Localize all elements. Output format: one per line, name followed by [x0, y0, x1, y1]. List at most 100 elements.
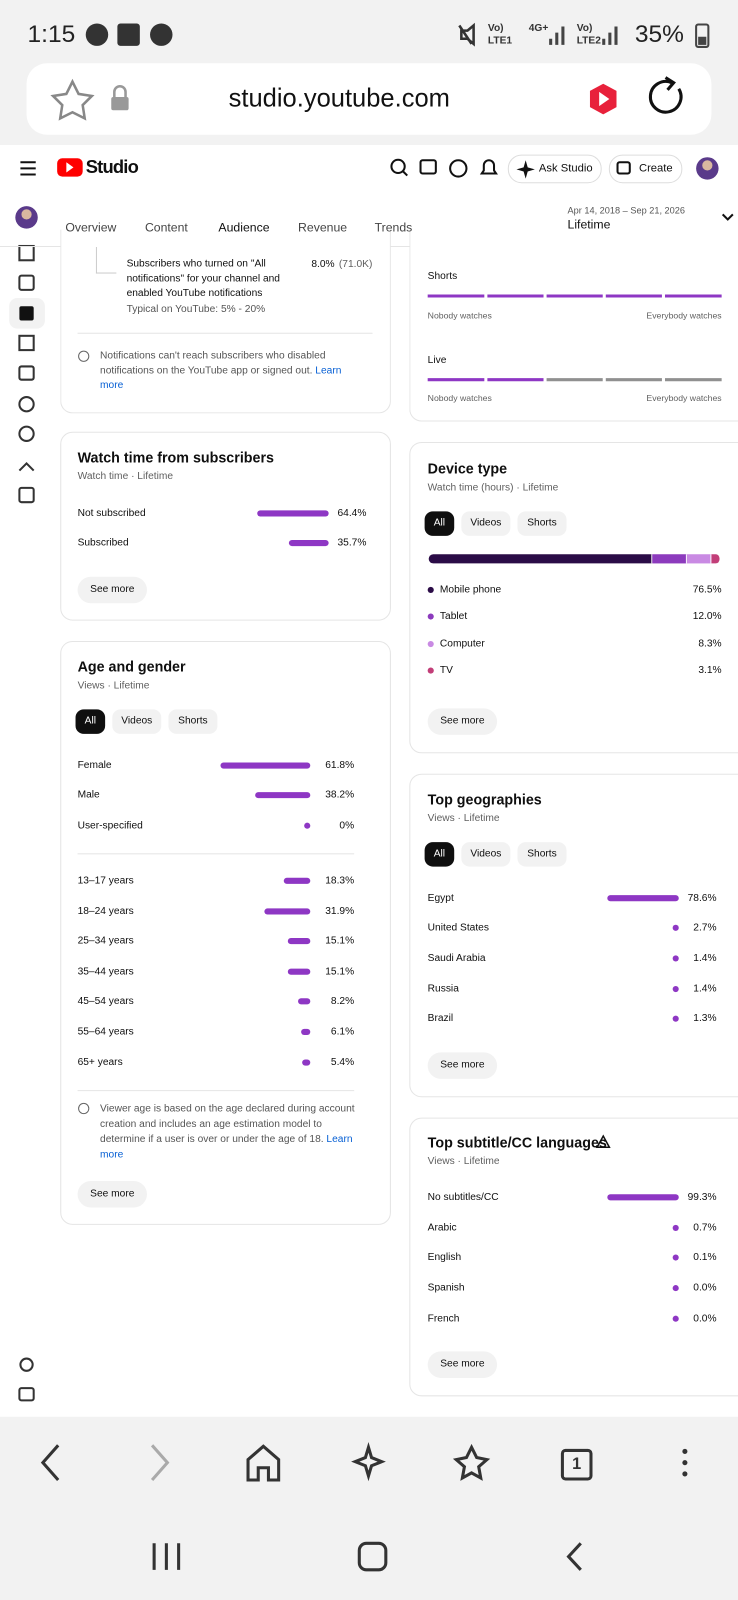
divider [77, 1090, 355, 1092]
legend-value: 8.3% [698, 638, 722, 650]
legend-dot [427, 613, 434, 620]
tab[interactable]: Content [144, 220, 188, 235]
date-range: Apr 14, 2018 – Sep 21, 2026 [567, 205, 685, 216]
row-label: No subtitles/CC [427, 1191, 499, 1203]
bar [302, 1059, 311, 1066]
bottom-icons[interactable] [0, 1417, 738, 1600]
row-value: 0.0% [693, 1282, 717, 1294]
bar [289, 539, 329, 547]
typical: Typical on YouTube: 5% - 20% [126, 303, 266, 315]
bar [298, 998, 311, 1005]
row-value: 99.3% [687, 1191, 717, 1203]
row-label: Brazil [427, 1013, 454, 1025]
filter-chip[interactable]: Shorts [168, 709, 218, 734]
row-value: 2.7% [693, 922, 717, 934]
row-value: 5.4% [330, 1056, 355, 1069]
axis-high: Everybody watches [646, 392, 722, 404]
legend-label: Tablet [439, 610, 468, 623]
studio-header-icons [15, 154, 734, 229]
stacked-bar-segment [711, 554, 721, 564]
row-value: 0.0% [693, 1313, 717, 1325]
card-title: Top geographies [427, 791, 542, 808]
note: Viewer age is based on the age declared … [100, 1103, 355, 1161]
see-more-button[interactable]: See more [427, 1351, 498, 1378]
see-more-button[interactable]: See more [427, 708, 498, 735]
tab[interactable]: Audience [218, 220, 270, 235]
bar [672, 1285, 679, 1292]
row-value: 18.3% [325, 875, 355, 887]
ask-studio[interactable]: Ask Studio [538, 162, 593, 175]
tab[interactable]: Revenue [298, 220, 348, 235]
legend-value: 3.1% [698, 664, 722, 677]
divider [77, 332, 373, 334]
subtitle-card [409, 1117, 738, 1397]
count: (71.0K) [338, 258, 373, 270]
row-label: Not subscribed [77, 507, 146, 520]
row-label: 65+ years [77, 1056, 123, 1069]
card-subtitle: Watch time · Lifetime [77, 471, 174, 483]
date-label: Lifetime [567, 217, 611, 232]
row-label: 55–64 years [77, 1026, 134, 1038]
network-label: Vo) [487, 22, 504, 35]
bar [263, 908, 311, 915]
row-label: 18–24 years [77, 905, 134, 918]
value: 8.0% [311, 258, 335, 270]
network-label: LTE2 [576, 35, 601, 47]
row-label: Live [427, 354, 447, 366]
row-label: 13–17 years [77, 875, 134, 887]
logo-text: Studio [85, 156, 139, 178]
card-subtitle: Watch time (hours) · Lifetime [427, 482, 559, 494]
link[interactable]: Learn more [100, 1133, 353, 1161]
row-value: 1.4% [693, 983, 717, 995]
device-card [409, 441, 738, 754]
row-value: 15.1% [325, 935, 355, 947]
network-label: LTE1 [487, 35, 513, 47]
filter-chip[interactable]: Videos [461, 511, 511, 536]
tab[interactable]: Trends [374, 220, 413, 235]
filter-chip[interactable]: Videos [112, 709, 162, 734]
see-more-button[interactable]: See more [77, 1180, 147, 1208]
legend-label: Computer [439, 638, 485, 650]
row-label: Spanish [427, 1282, 465, 1294]
legend-dot [427, 667, 434, 674]
filter-chip[interactable]: Videos [461, 842, 511, 867]
card-title: Watch time from subscribers [77, 449, 274, 466]
row-value: 78.6% [687, 892, 717, 904]
row-value: 31.9% [325, 905, 355, 918]
create[interactable]: Create [638, 162, 673, 175]
stacked-bar-segment [652, 554, 688, 564]
sidebar[interactable] [0, 235, 56, 1419]
legend-value: 76.5% [692, 584, 722, 596]
bar [220, 762, 311, 769]
bar [288, 968, 311, 975]
legend-label: TV [439, 664, 453, 677]
see-more-button[interactable]: See more [77, 576, 147, 604]
tab[interactable]: Overview [65, 220, 117, 235]
row-label: English [427, 1251, 462, 1264]
bar [607, 895, 679, 902]
filter-chip[interactable]: Shorts [517, 511, 567, 536]
card-title: Top subtitle/CC languages [427, 1133, 607, 1151]
see-more-button[interactable]: See more [427, 1052, 498, 1079]
filter-chip[interactable]: All [424, 842, 455, 867]
filter-chip[interactable]: All [75, 709, 106, 734]
card-subtitle: Views · Lifetime [427, 1155, 500, 1168]
bar [304, 822, 311, 829]
row-value: 35.7% [337, 537, 367, 549]
link[interactable]: Learn more [100, 364, 342, 391]
row-label: Male [77, 789, 100, 801]
filter-chip[interactable]: All [424, 511, 455, 536]
bar [257, 510, 329, 517]
row-label: French [427, 1313, 460, 1325]
note-text: Subscribers who turned on "All notificat… [126, 258, 280, 300]
stacked-bar-segment [687, 554, 712, 564]
row-value: 64.4% [337, 507, 367, 520]
row-value: 0% [339, 820, 355, 832]
bar [301, 1028, 311, 1035]
row-label: Russia [427, 983, 459, 995]
filter-chip[interactable]: Shorts [517, 842, 567, 867]
bar [672, 1015, 679, 1022]
